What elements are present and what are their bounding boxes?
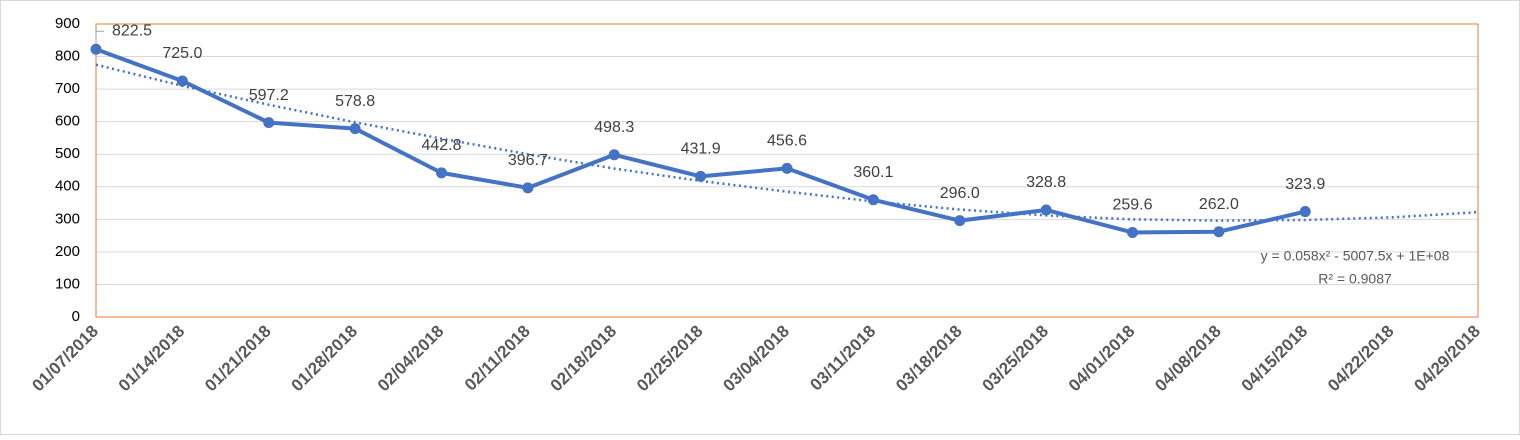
- y-tick-label: 500: [55, 145, 80, 162]
- y-tick-label: 700: [55, 80, 80, 97]
- y-tick-label: 300: [55, 210, 80, 227]
- data-label: 456.6: [767, 133, 807, 150]
- y-tick-label: 600: [55, 113, 80, 130]
- y-tick-label: 400: [55, 178, 80, 195]
- y-tick-label: 0: [72, 308, 80, 325]
- data-point: [781, 162, 793, 174]
- y-tick-label: 900: [55, 15, 80, 32]
- data-point: [349, 123, 361, 135]
- data-label: 442.8: [421, 137, 461, 154]
- data-label: 822.5: [112, 22, 152, 39]
- data-label: 578.8: [335, 93, 375, 110]
- y-tick-label: 200: [55, 243, 80, 260]
- trend-equation: y = 0.058x² - 5007.5x + 1E+08: [1261, 248, 1450, 264]
- data-point: [1213, 226, 1225, 238]
- label-leader: [95, 30, 104, 44]
- data-label: 262.0: [1199, 196, 1239, 213]
- data-label: 498.3: [594, 119, 634, 136]
- data-point: [1040, 204, 1052, 216]
- trend-r-squared: R² = 0.9087: [1318, 271, 1392, 287]
- data-label: 360.1: [853, 164, 893, 181]
- data-point: [695, 170, 707, 182]
- data-point: [608, 149, 620, 161]
- data-point: [867, 194, 879, 206]
- y-tick-label: 100: [55, 275, 80, 292]
- data-point: [436, 167, 447, 179]
- data-label: 259.6: [1112, 197, 1152, 214]
- data-label: 328.8: [1026, 174, 1066, 191]
- data-point: [176, 75, 188, 87]
- plot-border: [95, 23, 1479, 318]
- data-point: [1127, 226, 1138, 238]
- data-point: [522, 182, 534, 194]
- data-label: 597.2: [249, 87, 289, 104]
- data-point: [263, 117, 275, 129]
- data-label: 323.9: [1285, 176, 1325, 193]
- y-tick-label: 800: [55, 48, 80, 65]
- data-point: [954, 215, 966, 227]
- data-label: 725.0: [162, 45, 202, 62]
- data-point: [1299, 206, 1311, 218]
- data-label: 396.7: [508, 152, 548, 169]
- data-label: 296.0: [940, 185, 980, 202]
- data-label: 431.9: [681, 141, 721, 158]
- data-point: [90, 43, 102, 55]
